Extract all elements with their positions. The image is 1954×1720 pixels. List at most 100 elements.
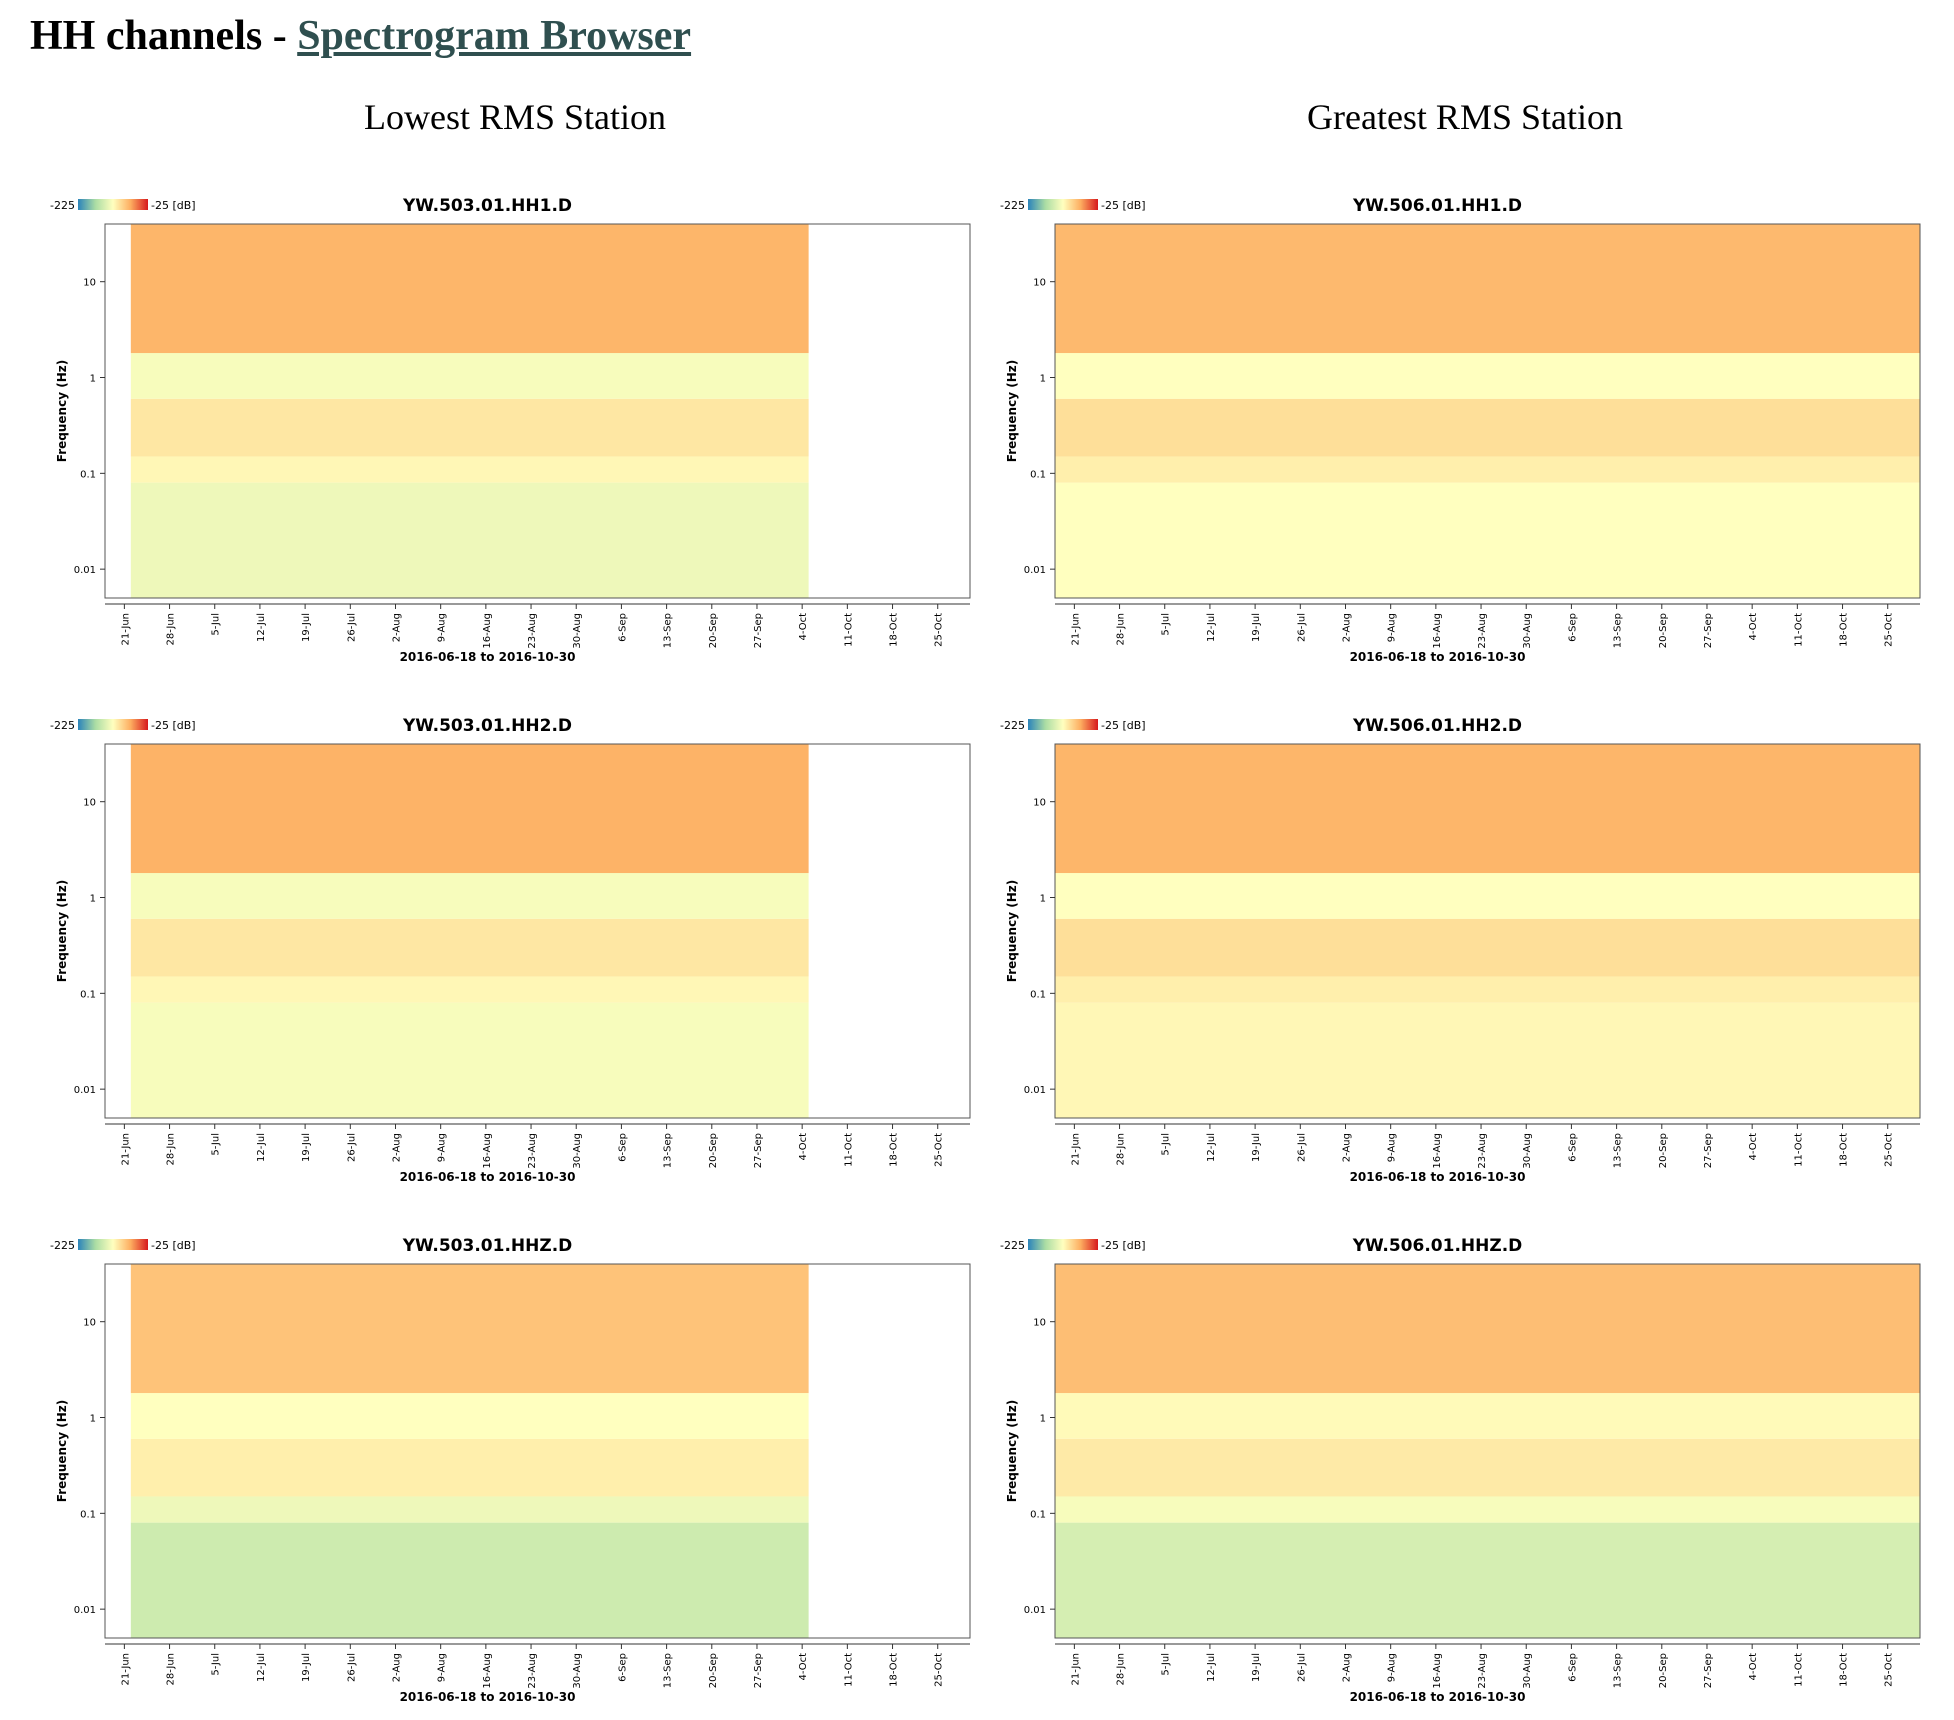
x-tick-label: 2-Aug: [1341, 1653, 1352, 1682]
spectrogram-band: [130, 976, 809, 1003]
x-tick-label: 12-Jul: [1206, 1653, 1217, 1682]
x-tick-label: 25-Oct: [1884, 613, 1895, 647]
x-tick-label: 27-Sep: [753, 1133, 764, 1168]
x-tick-label: 27-Sep: [753, 1653, 764, 1688]
x-tick-label: 19-Jul: [301, 613, 312, 642]
spectrogram-band: [130, 1522, 809, 1638]
spectrogram-band: [130, 456, 809, 483]
spectrogram-band: [130, 353, 809, 399]
plot-frame: [1054, 1263, 1921, 1639]
x-tick-label: 4-Oct: [798, 613, 809, 641]
x-tick-label: 21-Jun: [120, 613, 131, 646]
y-axis-label: Frequency (Hz): [1005, 360, 1019, 462]
x-tick-label: 12-Jul: [1206, 613, 1217, 642]
x-tick-label: 2-Aug: [391, 613, 402, 642]
column-heading-lowest: Lowest RMS Station: [363, 97, 667, 137]
spectrogram-browser-link[interactable]: Spectrogram Browser: [297, 13, 692, 59]
x-tick-label: 19-Jul: [301, 1133, 312, 1162]
x-tick-label: 4-Oct: [1748, 1133, 1759, 1161]
x-tick-label: 5-Jul: [1161, 1133, 1172, 1156]
y-tick-label: 1: [90, 1414, 96, 1425]
x-tick-label: 16-Aug: [1432, 613, 1443, 649]
chart-title: YW.503.01.HH1.D: [402, 196, 572, 216]
plot-frame: [104, 223, 971, 599]
x-tick-label: 6-Sep: [1567, 1133, 1578, 1162]
x-tick-label: 13-Sep: [1613, 1133, 1624, 1168]
x-tick-label: 25-Oct: [1884, 1133, 1895, 1167]
x-tick-label: 27-Sep: [1703, 1653, 1714, 1688]
x-tick-label: 11-Oct: [1793, 1133, 1804, 1167]
y-tick-label: 0.01: [74, 565, 96, 576]
plot-frame: [1054, 223, 1921, 599]
y-axis-label: Frequency (Hz): [1005, 880, 1019, 982]
x-tick-label: 9-Aug: [1387, 1133, 1398, 1162]
colorbar-max-label: -25 [dB]: [1101, 719, 1146, 732]
x-tick-label: 9-Aug: [437, 1653, 448, 1682]
x-tick-label: 12-Jul: [256, 1133, 267, 1162]
y-tick-label: 0.01: [74, 1605, 96, 1616]
x-tick-label: 26-Jul: [1296, 1133, 1307, 1162]
colorbar-min-label: -225: [1000, 719, 1025, 732]
x-tick-label: 27-Sep: [1703, 1133, 1714, 1168]
colorbar-max-label: -25 [dB]: [151, 1239, 196, 1252]
y-tick-label: 0.1: [1030, 1509, 1046, 1520]
x-tick-label: 18-Oct: [889, 1133, 900, 1167]
x-tick-label: 16-Aug: [482, 613, 493, 649]
x-tick-label: 9-Aug: [437, 613, 448, 642]
x-tick-label: 9-Aug: [1387, 1653, 1398, 1682]
x-tick-label: 4-Oct: [1748, 613, 1759, 641]
x-tick-label: 12-Jul: [1206, 1133, 1217, 1162]
x-tick-label: 21-Jun: [1070, 1133, 1081, 1166]
x-axis-label: 2016-06-18 to 2016-10-30: [400, 1690, 576, 1704]
spectrogram-band: [130, 1002, 809, 1118]
x-tick-label: 13-Sep: [663, 613, 674, 648]
y-tick-label: 1: [1040, 374, 1046, 385]
x-tick-label: 12-Jul: [256, 613, 267, 642]
spectrogram-band: [130, 224, 809, 354]
x-tick-label: 18-Oct: [1839, 1133, 1850, 1167]
x-tick-label: 6-Sep: [617, 1653, 628, 1682]
spectrogram-band: [130, 1438, 809, 1497]
x-tick-label: 20-Sep: [708, 613, 719, 648]
spectrogram-band: [1055, 1002, 1920, 1118]
x-tick-label: 27-Sep: [753, 613, 764, 648]
x-tick-label: 5-Jul: [1161, 1653, 1172, 1676]
x-tick-label: 30-Aug: [572, 1133, 583, 1169]
y-tick-label: 1: [90, 894, 96, 905]
x-tick-label: 16-Aug: [482, 1133, 493, 1169]
x-tick-label: 20-Sep: [1658, 1653, 1669, 1688]
chart-title: YW.503.01.HHZ.D: [402, 1236, 573, 1256]
chart-title: YW.506.01.HHZ.D: [1352, 1236, 1523, 1256]
x-tick-label: 26-Jul: [346, 613, 357, 642]
x-axis-label: 2016-06-18 to 2016-10-30: [1350, 1690, 1526, 1704]
x-tick-label: 30-Aug: [572, 613, 583, 649]
x-tick-label: 20-Sep: [1658, 613, 1669, 648]
y-tick-label: 10: [83, 278, 96, 289]
y-tick-label: 0.1: [80, 469, 96, 480]
spectrogram-band: [130, 482, 809, 598]
x-tick-label: 21-Jun: [120, 1133, 131, 1166]
colorbar-max-label: -25 [dB]: [151, 199, 196, 212]
x-tick-label: 23-Aug: [1477, 613, 1488, 649]
spectrogram-band: [130, 1393, 809, 1439]
x-tick-label: 23-Aug: [1477, 1133, 1488, 1169]
x-tick-label: 21-Jun: [1070, 613, 1081, 646]
colorbar: [1028, 199, 1098, 210]
x-tick-label: 26-Jul: [1296, 613, 1307, 642]
y-tick-label: 0.1: [80, 1509, 96, 1520]
y-tick-label: 0.1: [1030, 469, 1046, 480]
x-tick-label: 20-Sep: [1658, 1133, 1669, 1168]
x-tick-label: 25-Oct: [934, 1133, 945, 1167]
spectrogram-band: [130, 1264, 809, 1394]
spectrogram-band: [1055, 353, 1920, 399]
x-tick-label: 16-Aug: [1432, 1133, 1443, 1169]
x-tick-label: 11-Oct: [843, 1653, 854, 1687]
x-tick-label: 16-Aug: [1432, 1653, 1443, 1689]
colorbar: [1028, 1239, 1098, 1250]
chart-title: YW.503.01.HH2.D: [402, 716, 572, 736]
y-tick-label: 1: [1040, 894, 1046, 905]
x-tick-label: 5-Jul: [211, 613, 222, 636]
colorbar-min-label: -225: [1000, 1239, 1025, 1252]
x-tick-label: 6-Sep: [617, 613, 628, 642]
x-tick-label: 23-Aug: [527, 1133, 538, 1169]
